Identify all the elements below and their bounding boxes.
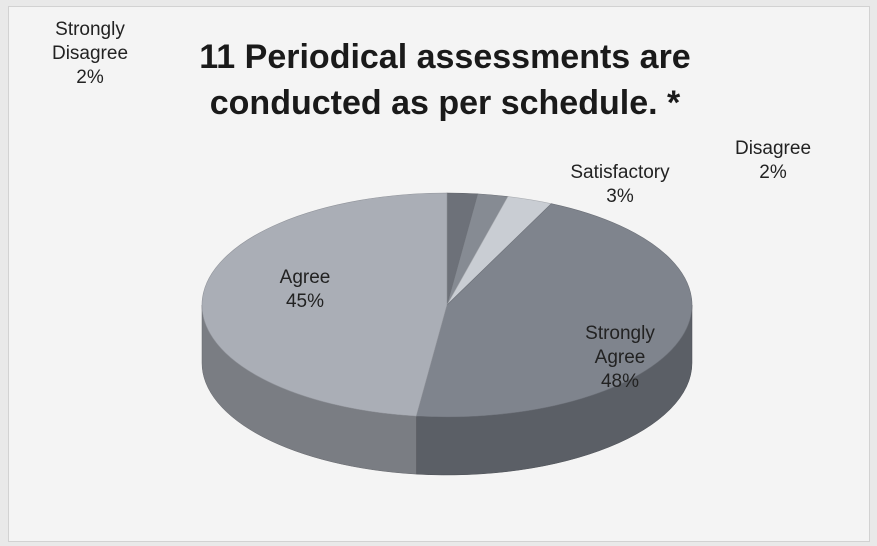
data-label: Agree 45% xyxy=(220,266,390,314)
data-label: Strongly Disagree 2% xyxy=(30,18,150,90)
value-label: 2% xyxy=(76,67,104,88)
data-label: Satisfactory 3% xyxy=(540,161,700,209)
chart-title: 11 Periodical assessments are conducted … xyxy=(199,38,691,122)
category-label: Satisfactory xyxy=(570,162,670,183)
data-label: Disagree 2% xyxy=(718,137,828,185)
value-label: 3% xyxy=(606,186,634,207)
pie-slice xyxy=(201,192,448,417)
category-label: Strongly Disagree xyxy=(51,19,129,64)
category-label: Strongly Agree xyxy=(585,323,655,368)
data-label: Strongly Agree 48% xyxy=(560,322,680,394)
category-label: Agree xyxy=(279,267,331,288)
value-label: 45% xyxy=(285,291,325,312)
value-label: 2% xyxy=(759,162,787,183)
value-label: 48% xyxy=(600,371,640,392)
category-label: Disagree xyxy=(734,138,812,159)
pie-slice xyxy=(415,203,693,418)
